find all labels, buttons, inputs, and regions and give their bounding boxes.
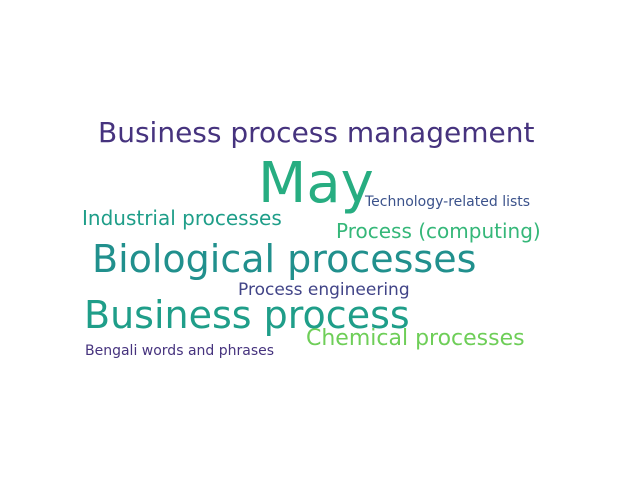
word-business-process-management: Business process management [98,116,535,149]
word-process-computing: Process (computing) [336,219,541,243]
word-technology-related-lists: Technology-related lists [365,194,531,210]
word-process-engineering: Process engineering [238,280,410,300]
word-biological-processes: Biological processes [92,237,477,281]
word-business-process: Business process [84,293,410,337]
word-industrial-processes: Industrial processes [82,206,282,230]
word-chemical-processes: Chemical processes [306,326,525,351]
word-may: May [258,151,374,216]
word-bengali-words-and-phrases: Bengali words and phrases [85,343,275,359]
